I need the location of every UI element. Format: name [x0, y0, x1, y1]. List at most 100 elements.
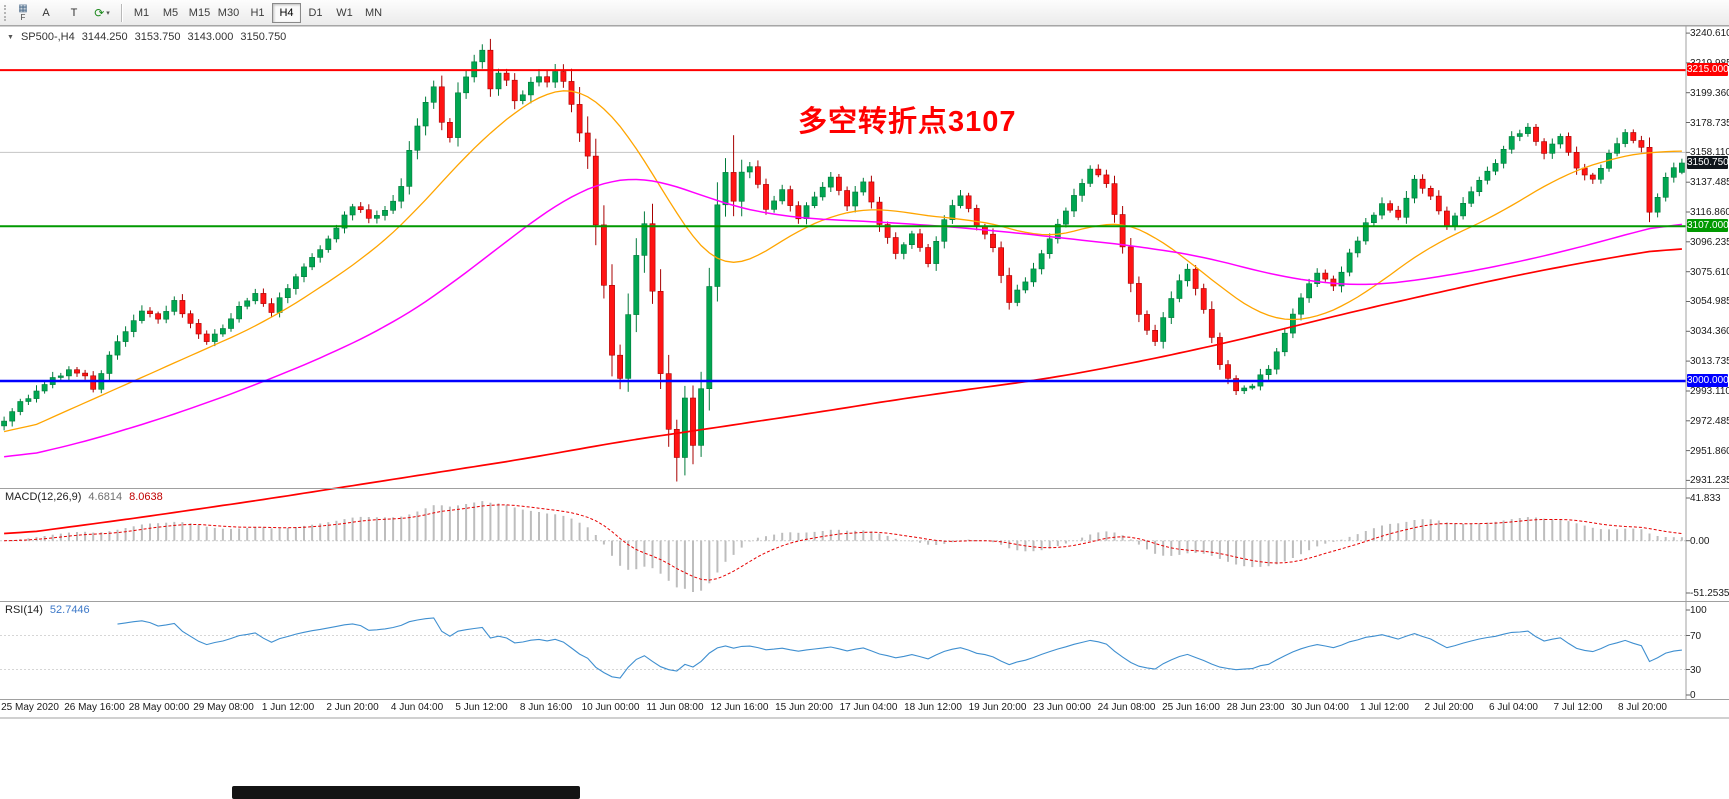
toolbar-grip[interactable] — [4, 4, 10, 21]
price-tick: 3075.610 — [1690, 266, 1729, 278]
price-tick: 3096.235 — [1690, 236, 1729, 248]
quote-low: 3143.000 — [187, 31, 234, 43]
toolbar: ▦ F A T ⟳ ▾ M1 M5 M15 M30 H1 H4 D1 W1 MN — [0, 0, 1729, 26]
time-label: 25 May 2020 — [1, 702, 59, 713]
price-tick: 3054.985 — [1690, 296, 1729, 308]
refresh-icon: ⟳ — [94, 5, 105, 20]
tools-buttons: A T ⟳ ▾ — [32, 3, 116, 23]
rsi-tick: 100 — [1690, 605, 1707, 616]
rsi-tick: 30 — [1690, 664, 1702, 676]
macd-name: MACD(12,26,9) — [5, 491, 82, 503]
price-tick: 3199.360 — [1690, 87, 1729, 99]
macd-tick: 41.833 — [1690, 493, 1721, 504]
macd-signal-line — [4, 504, 1682, 581]
time-label: 8 Jul 20:00 — [1618, 702, 1667, 713]
chevron-down-icon: ▾ — [106, 9, 110, 17]
rsi-tick: 70 — [1690, 630, 1702, 642]
level-tag-3107.000: 3107.000 — [1687, 219, 1729, 233]
quote-line: ▼ SP500-,H4 3144.250 3153.750 3143.000 3… — [7, 31, 286, 43]
macd-label: MACD(12,26,9) 4.6814 8.0638 — [5, 491, 163, 503]
time-label: 29 May 08:00 — [193, 702, 254, 713]
time-label: 12 Jun 16:00 — [710, 702, 769, 713]
annotation-text: 多空转折点3107 — [798, 106, 1017, 138]
time-label: 24 Jun 08:00 — [1097, 702, 1156, 713]
rsi-line — [117, 617, 1682, 679]
time-label: 17 Jun 04:00 — [839, 702, 898, 713]
rsi-label: RSI(14) 52.7446 — [5, 604, 90, 616]
price-tick: 2931.235 — [1690, 475, 1729, 487]
time-label: 10 Jun 00:00 — [581, 702, 640, 713]
corner-column: ▦ F — [14, 1, 32, 25]
t-tool-button[interactable]: T — [70, 6, 78, 19]
dock-label: F — [20, 12, 26, 22]
time-label: 19 Jun 20:00 — [968, 702, 1027, 713]
price-tick: 2972.485 — [1690, 415, 1729, 427]
price-tick: 2993.110 — [1690, 385, 1729, 397]
quote-close: 3150.750 — [240, 31, 287, 43]
ma-slow-line — [4, 248, 1682, 535]
time-label: 15 Jun 20:00 — [775, 702, 833, 713]
time-label: 28 Jun 23:00 — [1226, 702, 1285, 713]
time-label: 25 Jun 16:00 — [1162, 702, 1220, 713]
quote-high: 3153.750 — [134, 31, 181, 43]
timeframe-buttons: M1 M5 M15 M30 H1 H4 D1 W1 MN — [127, 2, 388, 23]
rsi-tick: 0 — [1690, 690, 1696, 701]
symbol-label: SP500-,H4 — [20, 31, 75, 43]
current-price-tag: 3150.750 — [1687, 156, 1729, 169]
chart-window-icon[interactable]: ▦ — [18, 2, 28, 14]
time-label: 26 May 16:00 — [64, 702, 125, 713]
time-label: 8 Jun 16:00 — [519, 702, 573, 713]
time-label: 1 Jun 12:00 — [261, 702, 315, 713]
time-label: 23 Jun 00:00 — [1033, 702, 1091, 713]
symbol-dropdown-icon[interactable]: ▼ — [7, 33, 14, 41]
time-label: 18 Jun 12:00 — [904, 702, 962, 713]
time-label: 2 Jun 20:00 — [326, 702, 379, 713]
price-tick: 3034.360 — [1690, 326, 1729, 338]
time-label: 1 Jul 12:00 — [1360, 702, 1409, 713]
price-tick: 2951.860 — [1690, 445, 1729, 457]
time-label: 4 Jun 04:00 — [390, 702, 444, 713]
time-label: 6 Jul 04:00 — [1489, 702, 1538, 713]
macd-tick: 0.00 — [1690, 535, 1710, 547]
time-label: 11 Jun 08:00 — [646, 702, 704, 713]
timeframe-button-W1[interactable]: W1 — [336, 6, 353, 19]
timeframe-button-H1[interactable]: H1 — [250, 6, 265, 19]
price-tick: 3158.110 — [1690, 147, 1729, 159]
quote-open: 3144.250 — [81, 31, 128, 43]
toolbar-separator — [121, 3, 122, 22]
time-label: 28 May 00:00 — [128, 702, 190, 713]
period-refresh-button[interactable]: ⟳ ▾ — [88, 3, 116, 23]
timeline[interactable]: 25 May 2020 26 May 16:00 28 May 00:00 29 Ma… — [0, 702, 1686, 717]
price-tick: 3240.610 — [1690, 28, 1729, 40]
level-tag-3000.000: 3000.000 — [1687, 373, 1729, 387]
candles-group — [1, 38, 1685, 482]
timeframe-button-M5[interactable]: M5 — [162, 6, 179, 19]
macd-tick: -51.2535 — [1690, 588, 1729, 599]
timeframe-button-M15[interactable]: M15 — [188, 6, 211, 19]
time-label: 2 Jul 20:00 — [1424, 702, 1474, 713]
ma-fast-line — [3, 90, 1682, 433]
timeframe-button-D1[interactable]: D1 — [308, 6, 323, 19]
price-tick: 3116.860 — [1690, 207, 1729, 218]
timeframe-button-MN[interactable]: MN — [364, 6, 383, 19]
ma-mid-line — [4, 178, 1682, 458]
bottom-dark-bar — [232, 786, 580, 799]
level-tag-3215.000: 3215.000 — [1687, 63, 1729, 77]
rsi-value: 52.7446 — [49, 604, 90, 616]
a-tool-button[interactable]: A — [42, 6, 50, 19]
price-tick: 3137.485 — [1690, 177, 1729, 189]
price-tick: 3178.735 — [1690, 117, 1729, 129]
price-scale[interactable] — [1686, 26, 1729, 699]
macd-histogram — [11, 501, 1683, 592]
timeframe-button-M30[interactable]: M30 — [217, 6, 240, 19]
time-label: 7 Jul 12:00 — [1553, 702, 1603, 713]
timeframe-button-M1[interactable]: M1 — [133, 6, 150, 19]
macd-signal-value: 8.0638 — [129, 491, 163, 503]
time-label: 5 Jun 12:00 — [455, 702, 508, 713]
rsi-name: RSI(14) — [5, 604, 43, 616]
time-label: 30 Jun 04:00 — [1291, 702, 1349, 713]
macd-main-value: 4.6814 — [88, 491, 123, 503]
timeframe-button-H4[interactable]: H4 — [272, 2, 301, 23]
price-tick: 3013.735 — [1690, 356, 1729, 368]
